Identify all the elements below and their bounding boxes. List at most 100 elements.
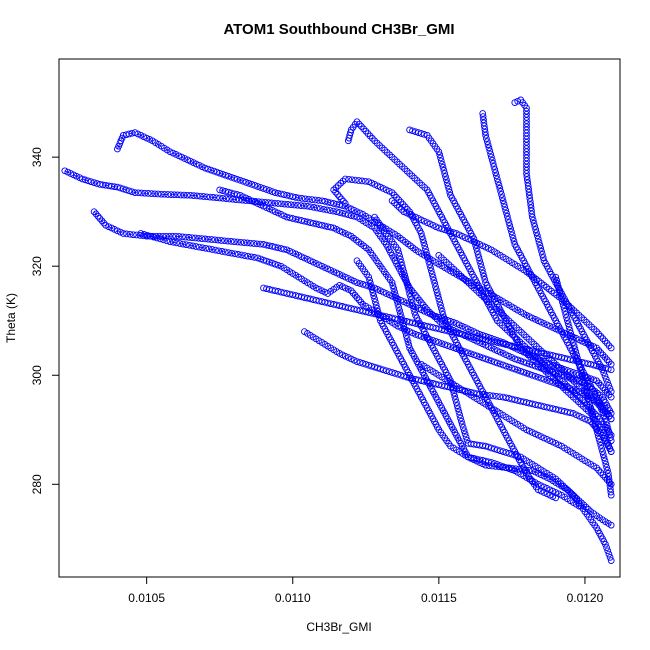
data-point: [353, 279, 361, 286]
data-point: [243, 239, 251, 247]
data-point: [481, 128, 489, 136]
data-point: [292, 194, 300, 201]
data-point: [602, 418, 610, 426]
data-point: [607, 388, 615, 395]
data-point: [147, 232, 154, 240]
data-point: [514, 366, 522, 374]
data-point: [163, 237, 171, 245]
data-point: [313, 204, 321, 212]
data-point: [555, 326, 562, 334]
data-point: [379, 366, 387, 374]
data-point: [392, 291, 399, 299]
data-point: [594, 432, 602, 440]
data-point: [589, 410, 596, 418]
data-point: [422, 245, 429, 253]
data-point: [407, 296, 415, 304]
data-point: [357, 298, 365, 306]
data-point: [138, 189, 145, 197]
data-point: [442, 173, 449, 180]
data-point: [604, 547, 612, 555]
data-point: [280, 245, 288, 253]
data-point: [404, 338, 412, 346]
data-point: [507, 225, 514, 233]
data-point: [427, 264, 434, 272]
data-point: [488, 153, 495, 161]
data-point: [540, 434, 548, 442]
data-point: [480, 116, 487, 124]
data-point: [406, 126, 413, 134]
data-point: [436, 151, 444, 159]
data-point: [505, 465, 513, 472]
data-point: [257, 255, 264, 263]
data-point: [356, 280, 364, 287]
data-point: [475, 254, 483, 261]
data-point: [187, 191, 194, 199]
data-point: [173, 239, 180, 247]
data-point: [348, 176, 356, 184]
data-point: [114, 227, 121, 235]
data-point: [260, 202, 267, 210]
data-point: [528, 213, 536, 221]
data-point: [372, 298, 379, 306]
data-point: [332, 184, 340, 192]
data-point: [190, 192, 198, 199]
data-point: [605, 427, 613, 435]
data-point: [358, 177, 366, 185]
data-point: [473, 244, 480, 252]
data-point: [603, 410, 611, 418]
data-point: [397, 310, 404, 318]
data-point: [508, 231, 516, 239]
data-point: [575, 502, 583, 510]
data-point: [493, 359, 501, 367]
data-point: [355, 177, 363, 184]
data-point: [432, 286, 440, 293]
data-point: [579, 373, 586, 381]
data-point: [573, 351, 580, 359]
data-point: [579, 376, 587, 384]
data-point: [177, 191, 185, 199]
data-point: [315, 261, 323, 269]
data-point: [301, 254, 308, 262]
data-point: [330, 186, 338, 194]
data-point: [473, 352, 481, 360]
data-point: [391, 370, 399, 377]
data-point: [570, 342, 578, 350]
data-point: [490, 163, 498, 170]
data-point: [395, 304, 403, 311]
data-point: [128, 188, 136, 196]
data-point: [399, 265, 407, 272]
data-point: [161, 190, 168, 198]
data-point: [489, 160, 497, 167]
data-point: [514, 452, 522, 460]
data-point: [528, 210, 536, 218]
data-point: [403, 280, 411, 288]
data-point: [134, 189, 142, 197]
data-point: [572, 348, 580, 356]
data-point: [219, 194, 227, 202]
data-point: [433, 289, 441, 297]
data-point: [90, 179, 98, 186]
data-point: [461, 234, 469, 241]
data-point: [487, 150, 494, 158]
data-point: [540, 358, 548, 365]
data-point: [370, 292, 378, 300]
data-point: [483, 138, 491, 145]
data-point: [304, 202, 311, 210]
data-point: [274, 200, 282, 207]
data-point: [195, 161, 203, 169]
data-point: [397, 371, 405, 379]
y-tick-label: 320: [30, 256, 44, 276]
data-point: [566, 326, 574, 334]
data-point: [503, 212, 511, 220]
data-point: [501, 203, 509, 211]
data-point: [576, 364, 584, 371]
data-point: [443, 179, 451, 187]
data-point: [607, 434, 614, 441]
data-point: [213, 194, 220, 202]
data-point: [606, 431, 613, 438]
data-point: [496, 447, 504, 455]
data-point: [439, 163, 447, 171]
data-point: [508, 364, 516, 372]
data-point: [133, 231, 140, 239]
data-point: [454, 405, 462, 413]
